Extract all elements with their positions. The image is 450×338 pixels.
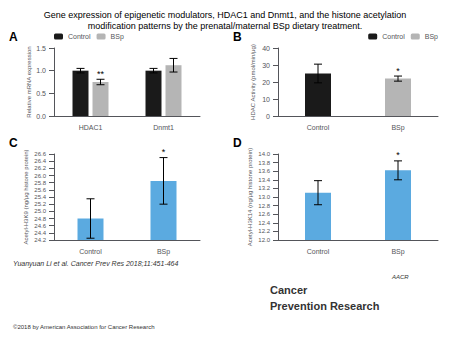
svg-text:BSp: BSp <box>391 124 404 132</box>
svg-text:13.2: 13.2 <box>258 185 270 191</box>
svg-text:30: 30 <box>262 62 270 69</box>
svg-text:26.4: 26.4 <box>34 158 46 164</box>
svg-text:Control: Control <box>307 124 330 131</box>
svg-text:26.6: 26.6 <box>34 151 46 157</box>
svg-text:*: * <box>396 150 400 160</box>
svg-text:©2018 by American Association: ©2018 by American Association for Cancer… <box>13 324 155 330</box>
svg-text:AACR: AACR <box>391 274 409 280</box>
svg-text:Control: Control <box>68 33 91 40</box>
svg-text:BSp: BSp <box>425 33 438 41</box>
svg-text:B: B <box>233 30 242 44</box>
svg-text:Relative mRNA expression: Relative mRNA expression <box>26 46 32 117</box>
svg-text:25.6: 25.6 <box>34 187 46 193</box>
svg-text:BSp: BSp <box>157 248 170 256</box>
svg-text:13.4: 13.4 <box>258 177 270 183</box>
svg-text:Gene expression of epigenetic: Gene expression of epigenetic modulators… <box>44 10 407 20</box>
svg-text:*: * <box>396 66 400 76</box>
svg-text:Control: Control <box>382 33 405 40</box>
svg-text:BSp: BSp <box>391 248 404 256</box>
svg-text:**: ** <box>97 69 105 79</box>
svg-text:Acetyl-H3K14 (ng/μg histone pr: Acetyl-H3K14 (ng/μg histone protein) <box>247 148 253 247</box>
svg-text:Yuanyuan Li et al. Cancer Prev: Yuanyuan Li et al. Cancer Prev Res 2018;… <box>13 260 178 268</box>
svg-text:HDAC Activity (pmol/min/μg): HDAC Activity (pmol/min/μg) <box>250 44 256 120</box>
svg-text:25.4: 25.4 <box>34 194 46 200</box>
svg-text:*: * <box>162 147 166 157</box>
svg-text:Acetyl-H3K9 (ng/μg histone pro: Acetyl-H3K9 (ng/μg histone protein) <box>23 149 29 244</box>
svg-text:12.2: 12.2 <box>258 228 270 234</box>
svg-text:25.8: 25.8 <box>34 180 46 186</box>
svg-text:14.0: 14.0 <box>258 151 270 157</box>
svg-text:C: C <box>9 136 18 150</box>
svg-text:26.0: 26.0 <box>34 173 46 179</box>
svg-text:12.4: 12.4 <box>258 220 270 226</box>
svg-text:1.5: 1.5 <box>36 45 46 52</box>
svg-text:12.8: 12.8 <box>258 203 270 209</box>
svg-text:24.8: 24.8 <box>34 216 46 222</box>
svg-text:Cancer: Cancer <box>270 284 308 296</box>
svg-text:HDAC1: HDAC1 <box>79 124 103 131</box>
svg-text:0.5: 0.5 <box>36 90 46 97</box>
svg-text:25.2: 25.2 <box>34 201 46 207</box>
svg-text:Control: Control <box>79 248 102 255</box>
svg-text:26.2: 26.2 <box>34 165 46 171</box>
svg-text:12.6: 12.6 <box>258 211 270 217</box>
svg-text:20: 20 <box>262 79 270 86</box>
svg-text:24.6: 24.6 <box>34 223 46 229</box>
svg-text:Dnmt1: Dnmt1 <box>153 124 174 131</box>
svg-text:0.0: 0.0 <box>36 113 46 120</box>
svg-text:25.0: 25.0 <box>34 208 46 214</box>
svg-text:A: A <box>9 30 18 44</box>
svg-text:40: 40 <box>262 45 270 52</box>
svg-text:BSp: BSp <box>111 33 124 41</box>
svg-text:10: 10 <box>262 96 270 103</box>
svg-text:modification patterns by the p: modification patterns by the prenatal/ma… <box>88 21 363 31</box>
svg-text:D: D <box>233 136 242 150</box>
svg-text:13.8: 13.8 <box>258 160 270 166</box>
svg-text:24.4: 24.4 <box>34 230 46 236</box>
svg-text:0: 0 <box>266 113 270 120</box>
svg-text:Prevention Research: Prevention Research <box>270 300 380 312</box>
svg-text:Control: Control <box>307 248 330 255</box>
svg-text:1.0: 1.0 <box>36 67 46 74</box>
svg-text:13.6: 13.6 <box>258 168 270 174</box>
svg-text:13.0: 13.0 <box>258 194 270 200</box>
svg-text:12.0: 12.0 <box>258 237 270 243</box>
svg-text:24.2: 24.2 <box>34 237 46 243</box>
